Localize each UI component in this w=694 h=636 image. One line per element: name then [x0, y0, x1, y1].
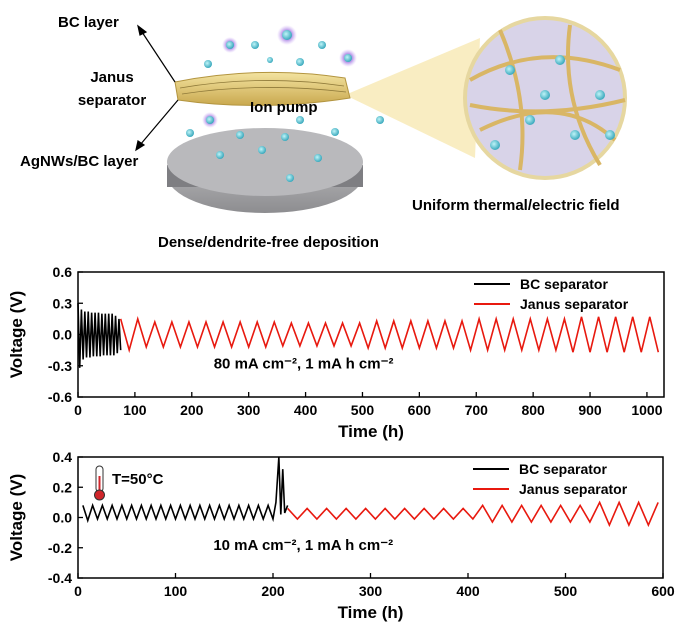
y-tick-label: 0.6 [53, 264, 73, 280]
legend-label: Janus separator [520, 296, 629, 312]
chart: 0 100 200 300 400 500 600 -0.4 -0.2 0.0 0.2 0.4 Time… [7, 449, 675, 622]
x-tick-label: 0 [74, 402, 82, 418]
y-tick-label: -0.3 [48, 358, 72, 374]
ions [186, 25, 384, 182]
y-tick-label: -0.2 [48, 540, 72, 556]
x-tick-label: 300 [359, 583, 383, 599]
janus-layer [174, 71, 351, 107]
zoom-fibers [469, 24, 626, 171]
x-tick-label: 100 [123, 402, 147, 418]
y-tick-label: 0.4 [53, 449, 73, 465]
label: Dense/dendrite-free deposition [158, 234, 379, 251]
series-line [77, 303, 122, 368]
chart: 0 100 200 300 400 500 600 700 800 900 1000 -0.6 -0.3… [7, 264, 665, 441]
y-axis-title: Voltage (V) [7, 474, 26, 562]
disc-top [167, 128, 363, 196]
legend-label: BC separator [520, 276, 608, 292]
illustration: BC layer Janus separator Ion pump AgNWs/… [20, 14, 627, 251]
x-axis-title: Time (h) [338, 422, 404, 441]
y-tick-label: -0.4 [48, 570, 72, 586]
y-axis-title: Voltage (V) [7, 291, 26, 379]
label: Ion pump [250, 99, 318, 116]
legend-label: Janus separator [519, 481, 628, 497]
label: Janus [90, 69, 133, 86]
annotation: 10 mA cm⁻², 1 mA h cm⁻² [213, 537, 393, 554]
annotation: 80 mA cm⁻², 1 mA h cm⁻² [214, 355, 394, 372]
x-tick-label: 0 [74, 583, 82, 599]
x-axis-title: Time (h) [338, 603, 404, 622]
annotation: T=50°C [112, 471, 164, 488]
y-tick-label: -0.6 [48, 389, 72, 405]
x-tick-label: 700 [465, 402, 489, 418]
x-tick-label: 400 [456, 583, 480, 599]
x-tick-label: 500 [554, 583, 578, 599]
label: BC layer [58, 14, 119, 31]
x-tick-label: 300 [237, 402, 261, 418]
legend-label: BC separator [519, 461, 607, 477]
y-tick-label: 0.0 [53, 510, 73, 526]
x-tick-label: 200 [180, 402, 204, 418]
y-tick-label: 0.0 [53, 327, 73, 343]
fibers [179, 80, 347, 95]
zoom-ions [490, 55, 615, 150]
series-line [82, 456, 289, 524]
x-tick-label: 800 [521, 402, 545, 418]
x-tick-label: 600 [651, 583, 675, 599]
x-tick-label: 600 [408, 402, 432, 418]
label: AgNWs/BC layer [20, 153, 139, 170]
x-tick-label: 1000 [631, 402, 662, 418]
x-tick-label: 400 [294, 402, 318, 418]
label: Uniform thermal/electric field [412, 197, 620, 214]
thermometer [94, 465, 105, 501]
x-tick-label: 500 [351, 402, 375, 418]
y-tick-label: 0.3 [53, 295, 73, 311]
series-line [287, 500, 659, 528]
label: separator [78, 92, 147, 109]
series-line [119, 315, 660, 354]
pointer-arrows [135, 24, 179, 152]
zoom-cone [345, 38, 480, 158]
x-tick-label: 100 [164, 583, 188, 599]
x-tick-label: 200 [261, 583, 285, 599]
x-tick-label: 900 [578, 402, 602, 418]
y-tick-label: 0.2 [53, 479, 73, 495]
